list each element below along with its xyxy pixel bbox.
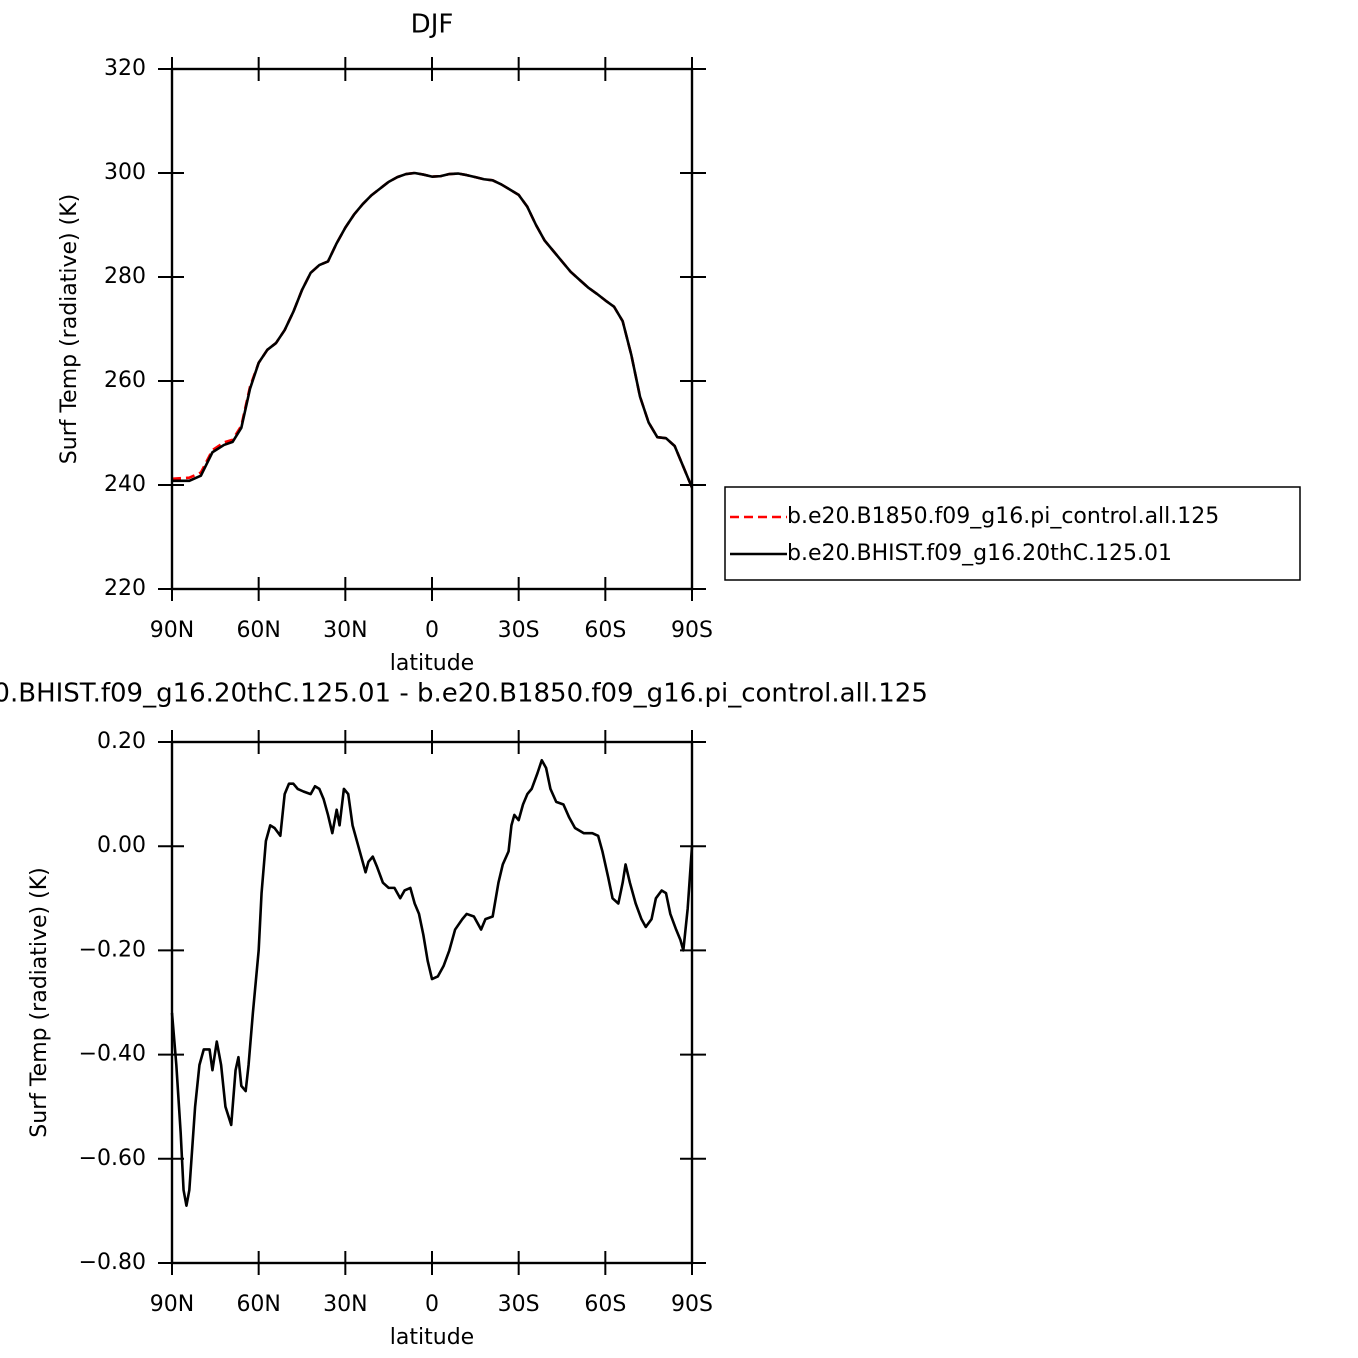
y-tick-label: −0.80: [79, 1250, 146, 1275]
x-tick-label: 0: [425, 618, 439, 643]
y-axis-label: Surf Temp (radiative) (K): [27, 867, 52, 1137]
y-tick-label: −0.60: [79, 1146, 146, 1171]
x-tick-label: 30N: [323, 1292, 367, 1317]
legend-label: b.e20.BHIST.f09_g16.20thC.125.01: [787, 541, 1172, 566]
y-tick-label: 260: [104, 368, 146, 393]
x-tick-label: 30S: [498, 1292, 540, 1317]
y-tick-label: 240: [104, 472, 146, 497]
x-axis-label: latitude: [390, 1325, 474, 1350]
x-tick-label: 90N: [150, 618, 194, 643]
y-tick-label: 300: [104, 160, 146, 185]
x-tick-label: 90S: [671, 1292, 713, 1317]
x-tick-label: 60S: [584, 1292, 626, 1317]
x-tick-label: 30N: [323, 618, 367, 643]
legend-label: b.e20.B1850.f09_g16.pi_control.all.125: [787, 504, 1219, 529]
x-tick-label: 60N: [236, 1292, 280, 1317]
chart-title: DJF: [411, 10, 454, 40]
x-tick-label: 90N: [150, 1292, 194, 1317]
x-tick-label: 90S: [671, 618, 713, 643]
data-line: [170, 758, 694, 1207]
plot-frame: [170, 740, 694, 1265]
y-tick-label: 280: [104, 264, 146, 289]
x-axis-label: latitude: [390, 651, 474, 676]
chart-title: b.e20.BHIST.f09_g16.20thC.125.01 - b.e20…: [0, 679, 928, 709]
y-tick-label: 0.20: [97, 729, 146, 754]
plot-frame: [170, 67, 694, 591]
data-line: [172, 171, 694, 489]
y-tick-label: 220: [104, 576, 146, 601]
y-tick-label: −0.40: [79, 1042, 146, 1067]
y-tick-label: 320: [104, 56, 146, 81]
legend-box: [724, 486, 1301, 581]
x-tick-label: 30S: [498, 618, 540, 643]
x-tick-label: 60N: [236, 618, 280, 643]
data-line: [171, 171, 694, 489]
y-axis-label: Surf Temp (radiative) (K): [57, 194, 82, 464]
y-tick-label: −0.20: [79, 937, 146, 962]
y-tick-label: 0.00: [97, 833, 146, 858]
x-tick-label: 60S: [584, 618, 626, 643]
x-tick-label: 0: [425, 1292, 439, 1317]
